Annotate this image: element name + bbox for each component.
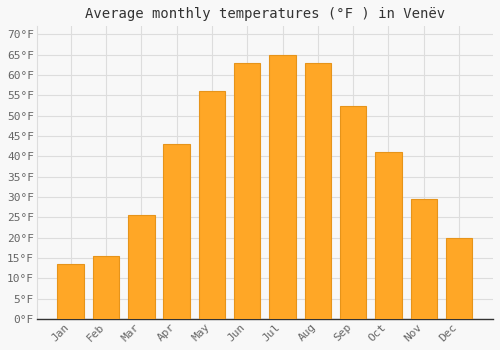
- Bar: [128, 215, 154, 319]
- Bar: [234, 63, 260, 319]
- Bar: [164, 144, 190, 319]
- Title: Average monthly temperatures (°F ) in Venëv: Average monthly temperatures (°F ) in Ve…: [85, 7, 445, 21]
- Bar: [198, 91, 225, 319]
- Bar: [340, 106, 366, 319]
- Bar: [58, 264, 84, 319]
- Bar: [270, 55, 296, 319]
- Bar: [410, 199, 437, 319]
- Bar: [304, 63, 331, 319]
- Bar: [446, 238, 472, 319]
- Bar: [93, 256, 120, 319]
- Bar: [375, 152, 402, 319]
